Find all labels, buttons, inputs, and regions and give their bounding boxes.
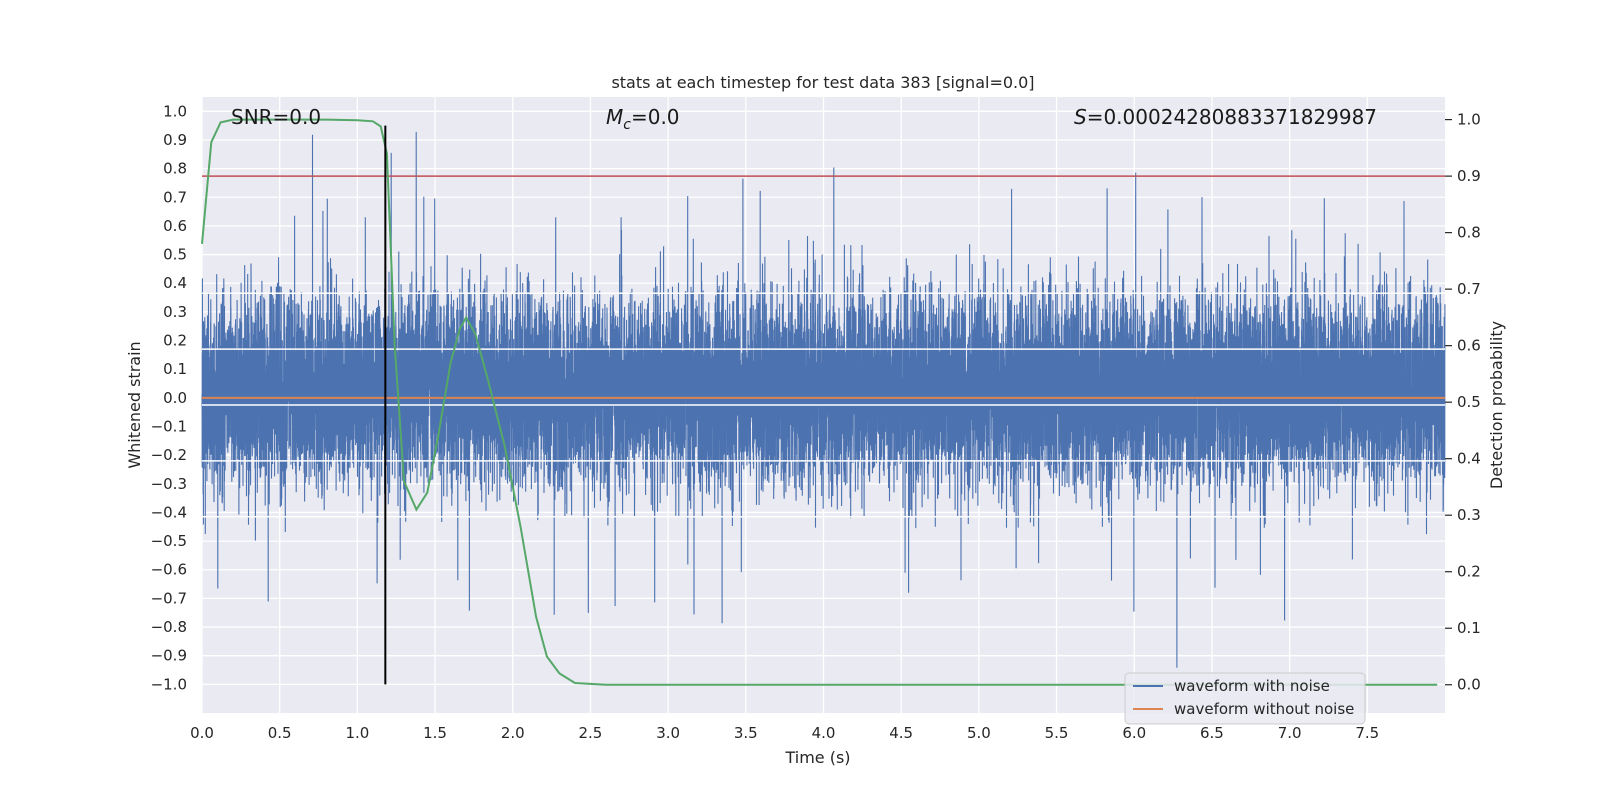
y-tick-label: 0.2 xyxy=(163,332,187,350)
x-tick-label: 0.0 xyxy=(190,724,214,742)
s-statistic-value: =0.00024280883371829987 xyxy=(1087,105,1377,129)
x-axis-ticks: 0.0 0.5 1.0 1.5 2.0 2.5 3.0 3.5 4.0 4.5 5.0 5.5 6.0 6… xyxy=(190,724,1379,742)
y2-tick-label: 0.7 xyxy=(1457,280,1481,298)
chirp-mass-value: =0.0 xyxy=(631,105,680,129)
x-tick-label: 6.0 xyxy=(1122,724,1146,742)
x-tick-label: 5.5 xyxy=(1045,724,1069,742)
chart-title: stats at each timestep for test data 383… xyxy=(611,73,1034,92)
y2-tick-label: 0.5 xyxy=(1457,393,1481,411)
y2-tick-label: 0.4 xyxy=(1457,450,1481,468)
waveform-with-noise-trace xyxy=(201,131,1446,668)
y-tick-label: 0.7 xyxy=(163,188,187,206)
y2-tick-label: 0.9 xyxy=(1457,167,1481,185)
series-waveform-with-noise xyxy=(201,131,1446,668)
horizontal-lines xyxy=(202,175,1445,518)
y-axis-label: Whitened strain xyxy=(125,341,144,468)
x-axis-label: Time (s) xyxy=(784,748,850,767)
y-tick-label: −0.2 xyxy=(151,446,187,464)
y-tick-label: 0.0 xyxy=(163,389,187,407)
legend-label-waveform-without-noise: waveform without noise xyxy=(1174,700,1354,718)
y2-axis-ticks: 1.0 0.9 0.8 0.7 0.6 0.5 0.4 0.3 0.2 0.1 0.0 xyxy=(1445,111,1481,694)
y-tick-label: −0.5 xyxy=(151,532,187,550)
y-tick-label: 0.9 xyxy=(163,131,187,149)
legend-label-waveform-with-noise: waveform with noise xyxy=(1174,677,1330,695)
y-tick-label: −0.9 xyxy=(151,647,187,665)
legend-box xyxy=(1124,672,1366,725)
y-tick-label: 0.8 xyxy=(163,160,187,178)
y2-tick-label: 0.1 xyxy=(1457,619,1481,637)
y-tick-label: 0.1 xyxy=(163,360,187,378)
y-tick-label: −1.0 xyxy=(151,675,187,693)
x-tick-label: 0.5 xyxy=(268,724,292,742)
y-tick-label: 0.6 xyxy=(163,217,187,235)
y2-tick-label: 0.8 xyxy=(1457,224,1481,242)
x-tick-label: 4.5 xyxy=(889,724,913,742)
y-tick-label: −0.7 xyxy=(151,589,187,607)
chirp-mass-annotation: Mc=0.0 xyxy=(606,105,680,133)
x-tick-label: 3.0 xyxy=(656,724,680,742)
y-tick-label: −0.3 xyxy=(151,475,187,493)
y2-tick-label: 0.6 xyxy=(1457,337,1481,355)
series-detection-probability xyxy=(201,118,1438,686)
y-tick-label: 0.5 xyxy=(163,246,187,264)
y2-tick-label: 0.3 xyxy=(1457,506,1481,524)
chirp-mass-symbol: M xyxy=(606,105,623,129)
snr-annotation: SNR=0.0 xyxy=(231,105,321,129)
y-tick-label: −0.8 xyxy=(151,618,187,636)
y-tick-label: −0.1 xyxy=(151,417,187,435)
x-tick-label: 7.5 xyxy=(1355,724,1379,742)
y2-tick-label: 1.0 xyxy=(1457,111,1481,129)
x-tick-label: 3.5 xyxy=(734,724,758,742)
x-tick-label: 1.0 xyxy=(345,724,369,742)
x-tick-label: 6.5 xyxy=(1200,724,1224,742)
y-tick-label: 1.0 xyxy=(163,102,187,120)
x-tick-label: 4.0 xyxy=(812,724,836,742)
y-axis-ticks: 1.0 0.9 0.8 0.7 0.6 0.5 0.4 0.3 0.2 0.1 0.0 −0.1 −0.… xyxy=(151,102,187,693)
x-tick-label: 2.0 xyxy=(501,724,525,742)
y-tick-label: −0.6 xyxy=(151,561,187,579)
x-tick-label: 5.0 xyxy=(967,724,991,742)
y-tick-label: 0.3 xyxy=(163,303,187,321)
legend: waveform with noise waveform without noi… xyxy=(1124,672,1366,725)
y2-tick-label: 0.0 xyxy=(1457,676,1481,694)
x-tick-label: 2.5 xyxy=(579,724,603,742)
y-tick-label: −0.4 xyxy=(151,503,187,521)
s-statistic-symbol: S xyxy=(1074,105,1087,129)
y2-axis-label: Detection probability xyxy=(1487,321,1506,489)
s-statistic-annotation: S=0.00024280883371829987 xyxy=(1074,105,1377,129)
x-tick-label: 7.0 xyxy=(1278,724,1302,742)
chirp-mass-subscript: c xyxy=(623,117,631,133)
x-tick-label: 1.5 xyxy=(423,724,447,742)
y-tick-label: 0.4 xyxy=(163,274,187,292)
y2-tick-label: 0.2 xyxy=(1457,563,1481,581)
